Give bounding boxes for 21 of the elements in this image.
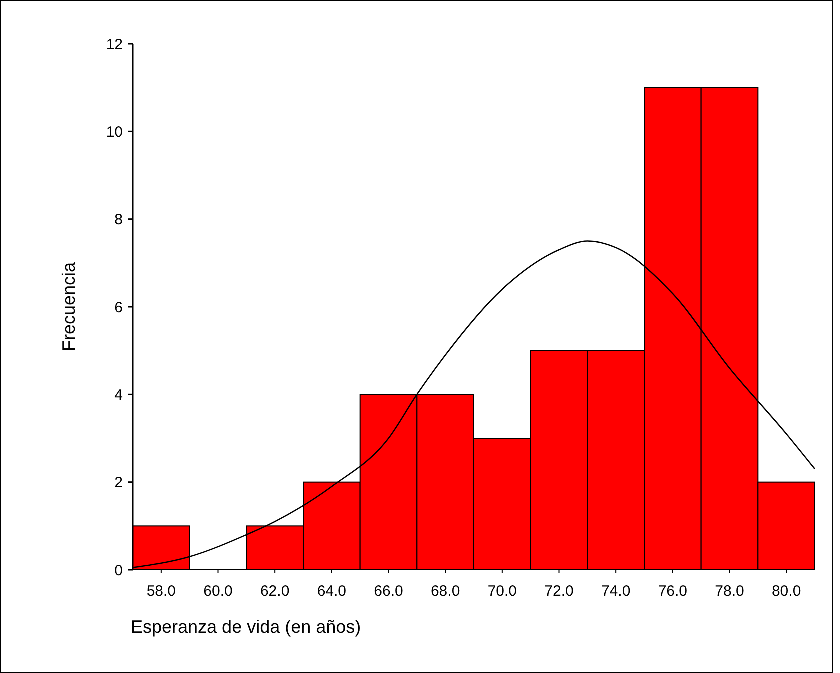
y-axis-title: Frecuencia xyxy=(59,261,79,352)
y-tick-label: 12 xyxy=(106,36,123,54)
y-tick-label: 10 xyxy=(106,124,123,141)
x-tick-label: 70.0 xyxy=(488,583,518,600)
x-tick-label: 66.0 xyxy=(374,583,404,600)
x-tick-label: 58.0 xyxy=(146,583,176,600)
y-tick-label: 2 xyxy=(114,474,123,492)
x-tick-label: 64.0 xyxy=(317,583,347,600)
x-tick-label: 68.0 xyxy=(430,583,460,600)
x-tick-label: 76.0 xyxy=(658,583,688,600)
x-tick-label: 78.0 xyxy=(715,583,744,600)
x-axis-title: Esperanza de vida (en años) xyxy=(131,617,362,637)
y-tick-label: 0 xyxy=(114,562,123,580)
y-tick-label: 6 xyxy=(114,299,123,316)
x-tick-label: 72.0 xyxy=(544,583,574,600)
x-tick-label: 60.0 xyxy=(204,583,233,600)
x-tick-label: 74.0 xyxy=(601,583,631,600)
y-tick-label: 8 xyxy=(114,212,123,229)
x-tick-label: 80.0 xyxy=(772,583,802,600)
y-tick-label: 4 xyxy=(114,386,123,404)
x-tick-label: 62.0 xyxy=(260,583,290,600)
